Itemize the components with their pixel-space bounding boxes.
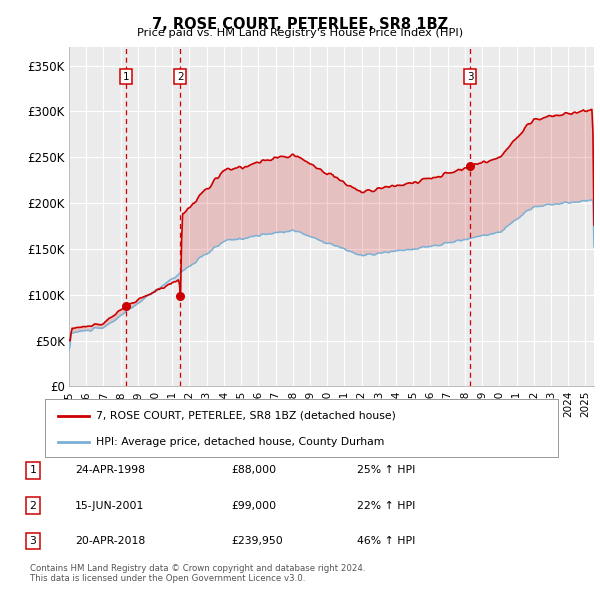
Text: £88,000: £88,000: [231, 466, 276, 475]
Text: HPI: Average price, detached house, County Durham: HPI: Average price, detached house, Coun…: [97, 437, 385, 447]
Text: 25% ↑ HPI: 25% ↑ HPI: [357, 466, 415, 475]
Text: 1: 1: [122, 71, 129, 81]
Text: £239,950: £239,950: [231, 536, 283, 546]
Text: 3: 3: [467, 71, 473, 81]
Text: 2: 2: [29, 501, 37, 510]
Text: Price paid vs. HM Land Registry's House Price Index (HPI): Price paid vs. HM Land Registry's House …: [137, 28, 463, 38]
Text: 24-APR-1998: 24-APR-1998: [75, 466, 145, 475]
Text: 2: 2: [177, 71, 184, 81]
Text: £99,000: £99,000: [231, 501, 276, 510]
Text: 7, ROSE COURT, PETERLEE, SR8 1BZ: 7, ROSE COURT, PETERLEE, SR8 1BZ: [152, 17, 448, 31]
Text: Contains HM Land Registry data © Crown copyright and database right 2024.
This d: Contains HM Land Registry data © Crown c…: [30, 563, 365, 583]
Text: 1: 1: [29, 466, 37, 475]
Text: 3: 3: [29, 536, 37, 546]
Text: 7, ROSE COURT, PETERLEE, SR8 1BZ (detached house): 7, ROSE COURT, PETERLEE, SR8 1BZ (detach…: [97, 411, 396, 421]
Text: 20-APR-2018: 20-APR-2018: [75, 536, 145, 546]
Text: 22% ↑ HPI: 22% ↑ HPI: [357, 501, 415, 510]
Text: 46% ↑ HPI: 46% ↑ HPI: [357, 536, 415, 546]
Text: 15-JUN-2001: 15-JUN-2001: [75, 501, 145, 510]
